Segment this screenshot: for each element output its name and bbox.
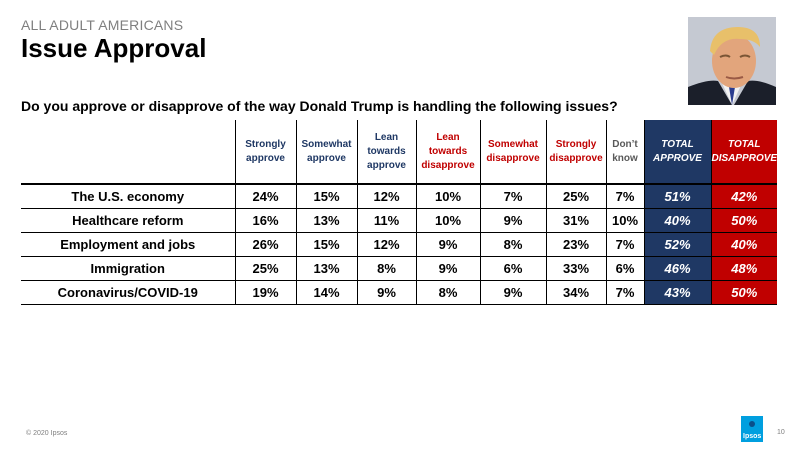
cell-somewhat-approve: 15% [295, 232, 357, 257]
table-row: Employment and jobs 26% 15% 12% 9% 8% 23… [21, 232, 777, 257]
table-row: Coronavirus/COVID-19 19% 14% 9% 8% 9% 34… [21, 280, 777, 305]
header-strongly-approve: Strongly approve [234, 120, 296, 184]
cell-dont-know: 10% [605, 208, 644, 233]
cell-strongly-disapprove: 34% [545, 280, 606, 305]
cell-strongly-disapprove: 23% [545, 232, 606, 257]
row-label: Healthcare reform [21, 208, 235, 233]
cell-total-disapprove: 50% [710, 208, 777, 233]
logo-dot-icon [749, 421, 755, 427]
cell-total-disapprove: 50% [710, 280, 777, 305]
cell-dont-know: 6% [605, 256, 644, 281]
cell-strongly-approve: 24% [234, 183, 296, 209]
table-row: The U.S. economy 24% 15% 12% 10% 7% 25% … [21, 183, 777, 209]
header-total-disapprove: TOTAL DISAPPROVE [710, 120, 777, 184]
cell-lean-approve: 12% [356, 232, 416, 257]
cell-strongly-approve: 16% [234, 208, 296, 233]
cell-total-approve: 46% [643, 256, 711, 281]
cell-lean-disapprove: 8% [415, 280, 480, 305]
table-header-row: Strongly approve Somewhat approve Lean t… [21, 120, 777, 184]
row-label: Coronavirus/COVID-19 [21, 280, 235, 305]
survey-question: Do you approve or disapprove of the way … [21, 98, 618, 114]
cell-total-approve: 43% [643, 280, 711, 305]
cell-somewhat-approve: 14% [295, 280, 357, 305]
header-lean-disapprove: Lean towards disapprove [415, 120, 480, 184]
row-label: Immigration [21, 256, 235, 281]
cell-somewhat-approve: 13% [295, 208, 357, 233]
cell-strongly-approve: 25% [234, 256, 296, 281]
header-somewhat-disapprove: Somewhat disapprove [479, 120, 546, 184]
cell-somewhat-approve: 15% [295, 183, 357, 209]
header-somewhat-approve: Somewhat approve [295, 120, 357, 184]
header-strongly-disapprove: Strongly disapprove [545, 120, 606, 184]
cell-total-disapprove: 48% [710, 256, 777, 281]
cell-lean-approve: 8% [356, 256, 416, 281]
cell-somewhat-disapprove: 9% [479, 280, 546, 305]
cell-dont-know: 7% [605, 232, 644, 257]
page-title: Issue Approval [21, 33, 207, 63]
cell-dont-know: 7% [605, 183, 644, 209]
cell-strongly-disapprove: 25% [545, 183, 606, 209]
cell-dont-know: 7% [605, 280, 644, 305]
cell-total-approve: 40% [643, 208, 711, 233]
cell-somewhat-disapprove: 7% [479, 183, 546, 209]
cell-somewhat-disapprove: 8% [479, 232, 546, 257]
issue-approval-table: Strongly approve Somewhat approve Lean t… [21, 120, 777, 305]
cell-lean-approve: 9% [356, 280, 416, 305]
header-dont-know: Don’t know [605, 120, 644, 184]
page-number: 10 [777, 429, 785, 436]
cell-total-disapprove: 40% [710, 232, 777, 257]
cell-lean-disapprove: 10% [415, 208, 480, 233]
header-blank-cell [21, 120, 235, 184]
cell-lean-disapprove: 10% [415, 183, 480, 209]
row-label: Employment and jobs [21, 232, 235, 257]
cell-lean-approve: 11% [356, 208, 416, 233]
logo-text: Ipsos [743, 433, 762, 440]
portrait-photo [688, 17, 776, 105]
cell-lean-disapprove: 9% [415, 232, 480, 257]
table-row: Immigration 25% 13% 8% 9% 6% 33% 6% 46% … [21, 256, 777, 281]
portrait-image [688, 17, 776, 105]
section-eyebrow: ALL ADULT AMERICANS [21, 17, 184, 33]
cell-total-disapprove: 42% [710, 183, 777, 209]
header-total-approve: TOTAL APPROVE [643, 120, 711, 184]
ipsos-logo: Ipsos [741, 416, 763, 442]
copyright-notice: © 2020 Ipsos [26, 430, 68, 437]
cell-somewhat-approve: 13% [295, 256, 357, 281]
table-row: Healthcare reform 16% 13% 11% 10% 9% 31%… [21, 208, 777, 233]
cell-lean-disapprove: 9% [415, 256, 480, 281]
cell-total-approve: 52% [643, 232, 711, 257]
cell-somewhat-disapprove: 6% [479, 256, 546, 281]
cell-somewhat-disapprove: 9% [479, 208, 546, 233]
cell-strongly-approve: 19% [234, 280, 296, 305]
cell-strongly-disapprove: 33% [545, 256, 606, 281]
header-lean-approve: Lean towards approve [356, 120, 416, 184]
cell-total-approve: 51% [643, 183, 711, 209]
cell-lean-approve: 12% [356, 183, 416, 209]
cell-strongly-approve: 26% [234, 232, 296, 257]
cell-strongly-disapprove: 31% [545, 208, 606, 233]
row-label: The U.S. economy [21, 183, 235, 209]
